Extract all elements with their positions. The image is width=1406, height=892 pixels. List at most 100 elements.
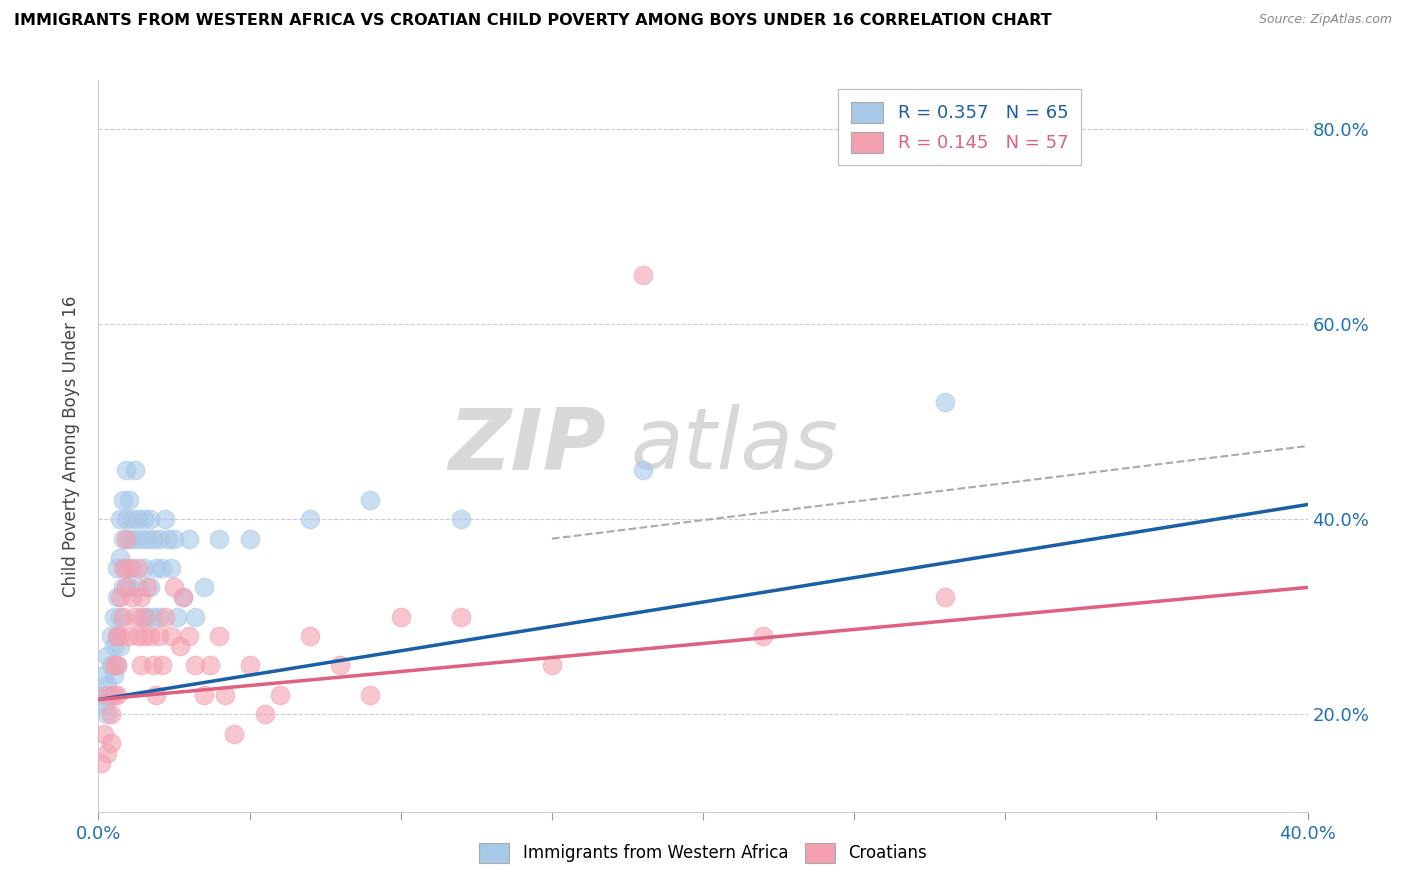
Point [752,629,775,643]
Point [208,629,231,643]
Legend: Immigrants from Western Africa, Croatians: Immigrants from Western Africa, Croatian… [472,837,934,869]
Point [153,512,176,526]
Point [108,609,131,624]
Point [253,707,276,722]
Point [132,609,155,624]
Point [100,629,122,643]
Point [148,629,170,643]
Point [132,512,155,526]
Point [269,688,291,702]
Point [118,492,141,507]
Point [299,629,322,643]
Point [631,463,654,477]
Y-axis label: Child Poverty Among Boys Under 16: Child Poverty Among Boys Under 16 [62,295,80,597]
Point [163,581,186,595]
Point [160,629,183,643]
Point [129,532,152,546]
Point [135,581,157,595]
Point [329,658,352,673]
Point [163,532,186,546]
Point [127,629,149,643]
Point [142,609,165,624]
Point [108,590,131,604]
Point [90,688,112,702]
Point [105,629,128,643]
Point [148,532,170,546]
Point [150,561,173,575]
Point [114,561,136,575]
Point [153,609,176,624]
Point [184,609,207,624]
Point [111,581,134,595]
Point [172,590,194,604]
Point [103,658,125,673]
Point [90,756,112,770]
Point [103,609,125,624]
Text: atlas: atlas [630,404,838,488]
Point [103,688,125,702]
Point [224,727,246,741]
Point [360,492,382,507]
Point [360,688,382,702]
Point [121,561,143,575]
Point [148,609,170,624]
Point [139,629,162,643]
Point [540,658,562,673]
Point [96,746,118,760]
Point [111,561,134,575]
Point [389,609,412,624]
Point [129,658,152,673]
Point [103,668,125,682]
Point [184,658,207,673]
Point [105,561,128,575]
Point [114,532,136,546]
Point [100,688,122,702]
Point [105,658,128,673]
Point [114,463,136,477]
Point [96,678,118,692]
Point [299,512,322,526]
Point [129,590,152,604]
Point [156,532,179,546]
Point [100,658,122,673]
Point [172,590,194,604]
Text: ZIP: ZIP [449,404,606,488]
Point [121,512,143,526]
Point [179,532,201,546]
Point [127,561,149,575]
Point [93,668,115,682]
Point [129,609,152,624]
Point [108,512,131,526]
Point [124,609,146,624]
Point [214,688,236,702]
Point [127,581,149,595]
Point [105,688,128,702]
Point [118,629,141,643]
Point [118,561,141,575]
Point [132,561,155,575]
Point [169,639,191,653]
Point [239,532,262,546]
Point [114,512,136,526]
Point [142,658,165,673]
Point [139,581,162,595]
Point [127,512,149,526]
Point [139,512,162,526]
Point [166,609,188,624]
Point [105,629,128,643]
Point [111,492,134,507]
Point [450,512,472,526]
Point [108,551,131,566]
Point [179,629,201,643]
Point [105,590,128,604]
Point [160,561,183,575]
Point [100,707,122,722]
Point [96,707,118,722]
Point [93,727,115,741]
Point [450,609,472,624]
Point [108,639,131,653]
Point [142,532,165,546]
Point [93,698,115,712]
Point [193,688,215,702]
Point [135,532,157,546]
